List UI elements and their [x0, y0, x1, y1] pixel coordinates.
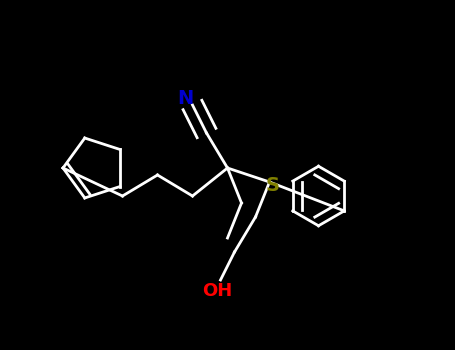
Text: S: S [266, 176, 280, 195]
Text: N: N [177, 89, 194, 107]
Text: OH: OH [202, 281, 232, 300]
